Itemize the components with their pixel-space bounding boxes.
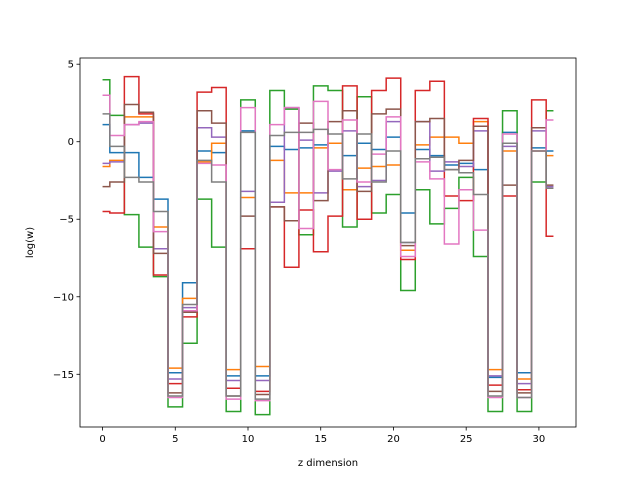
x-tick-label: 15 xyxy=(314,434,327,445)
x-axis: 0 5 10 15 20 25 30 xyxy=(99,427,545,445)
y-tick-label: −5 xyxy=(59,215,74,226)
series-layer xyxy=(102,75,554,416)
x-tick-label: 20 xyxy=(387,434,400,445)
series-line-3 xyxy=(102,78,554,416)
x-tick-label: 5 xyxy=(172,434,178,445)
y-tick-label: −15 xyxy=(53,370,74,381)
x-tick-label: 25 xyxy=(460,434,473,445)
x-tick-label: 30 xyxy=(533,434,546,445)
x-tick-label: 10 xyxy=(242,434,255,445)
y-tick-label: −10 xyxy=(53,292,74,303)
y-axis: −15 −10 −5 0 5 xyxy=(53,60,80,381)
y-tick-label: 5 xyxy=(68,60,74,71)
y-axis-label: log(w) xyxy=(25,227,36,258)
series-line-8 xyxy=(102,113,554,400)
x-tick-label: 0 xyxy=(99,434,105,445)
plot-frame xyxy=(79,57,577,428)
series-line-7 xyxy=(102,94,554,402)
x-axis-label: z dimension xyxy=(298,458,358,469)
series-line-4 xyxy=(102,75,554,393)
y-tick-label: 0 xyxy=(68,137,74,148)
